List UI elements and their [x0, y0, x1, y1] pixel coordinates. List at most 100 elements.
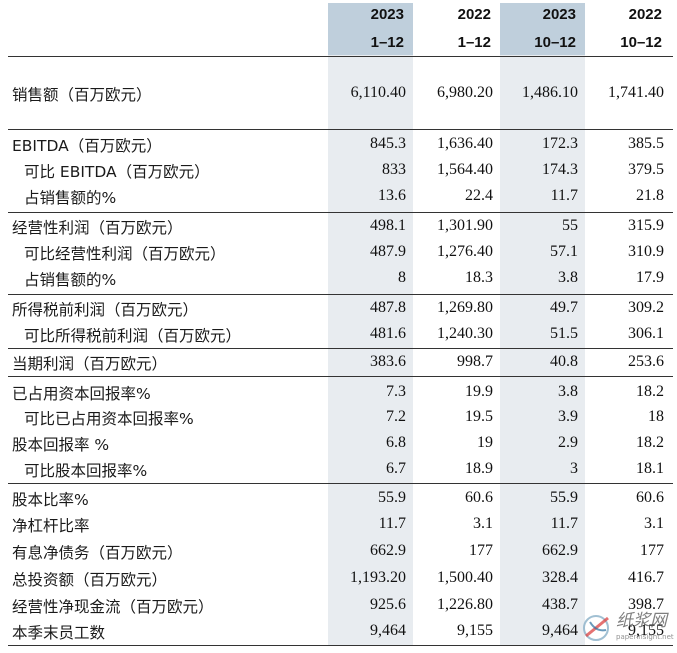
- header-rule: [8, 56, 673, 57]
- header-year-col1: 2023: [370, 6, 404, 23]
- header-year-col4: 2022: [628, 6, 662, 23]
- cell-value: 60.6: [636, 489, 664, 506]
- cell-value: 487.9: [370, 243, 406, 260]
- row-label: 已占用资本回报率%: [12, 385, 151, 403]
- section-rule: [8, 212, 673, 213]
- header-period-col2: 1–12: [457, 34, 491, 51]
- row-label: 经营性利润（百万欧元）: [12, 219, 183, 237]
- cell-value: 1,741.40: [608, 84, 664, 101]
- cell-value: 662.9: [542, 542, 578, 559]
- row-label: 可比经营性利润（百万欧元）: [24, 245, 226, 263]
- header-shade-2023-full-year: [328, 3, 413, 55]
- cell-value: 328.4: [542, 569, 578, 586]
- cell-value: 1,276.40: [437, 243, 493, 260]
- cell-value: 177: [640, 542, 664, 559]
- section-rule: [8, 348, 673, 349]
- row-label: 可比已占用资本回报率%: [24, 410, 194, 428]
- cell-value: 18.3: [465, 269, 493, 286]
- row-label: 有息净债务（百万欧元）: [12, 544, 183, 562]
- cell-value: 57.1: [550, 243, 578, 260]
- cell-value: 1,301.90: [437, 217, 493, 234]
- table-row: 占销售额的% 8 18.3 3.8 17.9: [8, 266, 673, 292]
- cell-value: 55.9: [550, 489, 578, 506]
- row-label: 可比股本回报率%: [24, 462, 148, 480]
- header-period-col3: 10–12: [534, 34, 576, 51]
- header-period-col1: 1–12: [370, 34, 404, 51]
- table-row: EBITDA（百万欧元） 845.3 1,636.40 172.3 385.5: [8, 132, 673, 158]
- cell-value: 3.1: [644, 515, 664, 532]
- watermark-name: 纸浆网: [616, 611, 667, 631]
- cell-value: 22.4: [465, 187, 493, 204]
- table-row: 可比已占用资本回报率% 7.2 19.5 3.9 18: [8, 405, 673, 431]
- cell-value: 1,226.80: [437, 596, 493, 613]
- cell-value: 13.6: [378, 187, 406, 204]
- cell-value: 1,240.30: [437, 325, 493, 342]
- table-row: 经营性净现金流（百万欧元） 925.6 1,226.80 438.7 398.7: [8, 593, 673, 619]
- cell-value: 1,500.40: [437, 569, 493, 586]
- table-row: 有息净债务（百万欧元） 662.9 177 662.9 177: [8, 539, 673, 565]
- table-row: 已占用资本回报率% 7.3 19.9 3.8 18.2: [8, 380, 673, 406]
- cell-value: 3.8: [558, 383, 578, 400]
- cell-value: 17.9: [636, 269, 664, 286]
- table-row: 销售额（百万欧元） 6,110.40 6,980.20 1,486.10 1,7…: [8, 81, 673, 107]
- cell-value: 21.8: [636, 187, 664, 204]
- cell-value: 3.1: [473, 515, 493, 532]
- cell-value: 998.7: [457, 353, 493, 370]
- cell-value: 7.2: [386, 408, 406, 425]
- row-label: 本季末员工数: [12, 624, 106, 642]
- cell-value: 40.8: [550, 353, 578, 370]
- cell-value: 845.3: [370, 135, 406, 152]
- cell-value: 11.7: [550, 187, 578, 204]
- cell-value: 481.6: [370, 325, 406, 342]
- cell-value: 8: [398, 269, 406, 286]
- table-row: 可比股本回报率% 6.7 18.9 3 18.1: [8, 457, 673, 483]
- cell-value: 11.7: [378, 515, 406, 532]
- table-row: 所得税前利润（百万欧元） 487.8 1,269.80 49.7 309.2: [8, 296, 673, 322]
- table-row: 本季末员工数 9,464 9,155 9,464 9,155: [8, 619, 673, 645]
- cell-value: 1,486.10: [522, 84, 578, 101]
- column-shade-2023-full-year: [328, 3, 413, 645]
- header-year-col2: 2022: [457, 6, 491, 23]
- cell-value: 2.9: [558, 434, 578, 451]
- watermark-site: paperinsight.net: [616, 633, 674, 641]
- cell-value: 1,269.80: [437, 299, 493, 316]
- cell-value: 253.6: [628, 353, 664, 370]
- cell-value: 3.8: [558, 269, 578, 286]
- cell-value: 172.3: [542, 135, 578, 152]
- table-row: 股本回报率 % 6.8 19 2.9 18.2: [8, 431, 673, 457]
- cell-value: 18.2: [636, 383, 664, 400]
- cell-value: 49.7: [550, 299, 578, 316]
- row-label: 占销售额的%: [24, 271, 117, 289]
- cell-value: 55: [562, 217, 578, 234]
- cell-value: 3: [570, 460, 578, 477]
- header-period-col4: 10–12: [620, 34, 662, 51]
- cell-value: 315.9: [628, 217, 664, 234]
- cell-value: 309.2: [628, 299, 664, 316]
- section-rule: [8, 376, 673, 377]
- cell-value: 18.9: [465, 460, 493, 477]
- cell-value: 18: [648, 408, 664, 425]
- cell-value: 177: [469, 542, 493, 559]
- cell-value: 438.7: [542, 596, 578, 613]
- cell-value: 60.6: [465, 489, 493, 506]
- table-row: 可比经营性利润（百万欧元） 487.9 1,276.40 57.1 310.9: [8, 240, 673, 266]
- cell-value: 416.7: [628, 569, 664, 586]
- table-row: 可比所得税前利润（百万欧元） 481.6 1,240.30 51.5 306.1: [8, 322, 673, 348]
- cell-value: 6,110.40: [350, 84, 406, 101]
- watermark-logo: 纸浆网 paperinsight.net: [578, 604, 674, 650]
- cell-value: 379.5: [628, 161, 664, 178]
- bottom-rule: [8, 645, 673, 646]
- cell-value: 51.5: [550, 325, 578, 342]
- cell-value: 9,155: [457, 622, 493, 639]
- row-label: 净杠杆比率: [12, 517, 90, 535]
- cell-value: 1,636.40: [437, 135, 493, 152]
- row-label: 总投资额（百万欧元）: [12, 571, 168, 589]
- cell-value: 18.2: [636, 434, 664, 451]
- cell-value: 7.3: [386, 383, 406, 400]
- cell-value: 306.1: [628, 325, 664, 342]
- watermark-globe-icon: [583, 615, 609, 641]
- row-label: 占销售额的%: [24, 189, 117, 207]
- section-rule: [8, 483, 673, 484]
- row-label: 当期利润（百万欧元）: [12, 355, 168, 373]
- row-label: 所得税前利润（百万欧元）: [12, 301, 199, 319]
